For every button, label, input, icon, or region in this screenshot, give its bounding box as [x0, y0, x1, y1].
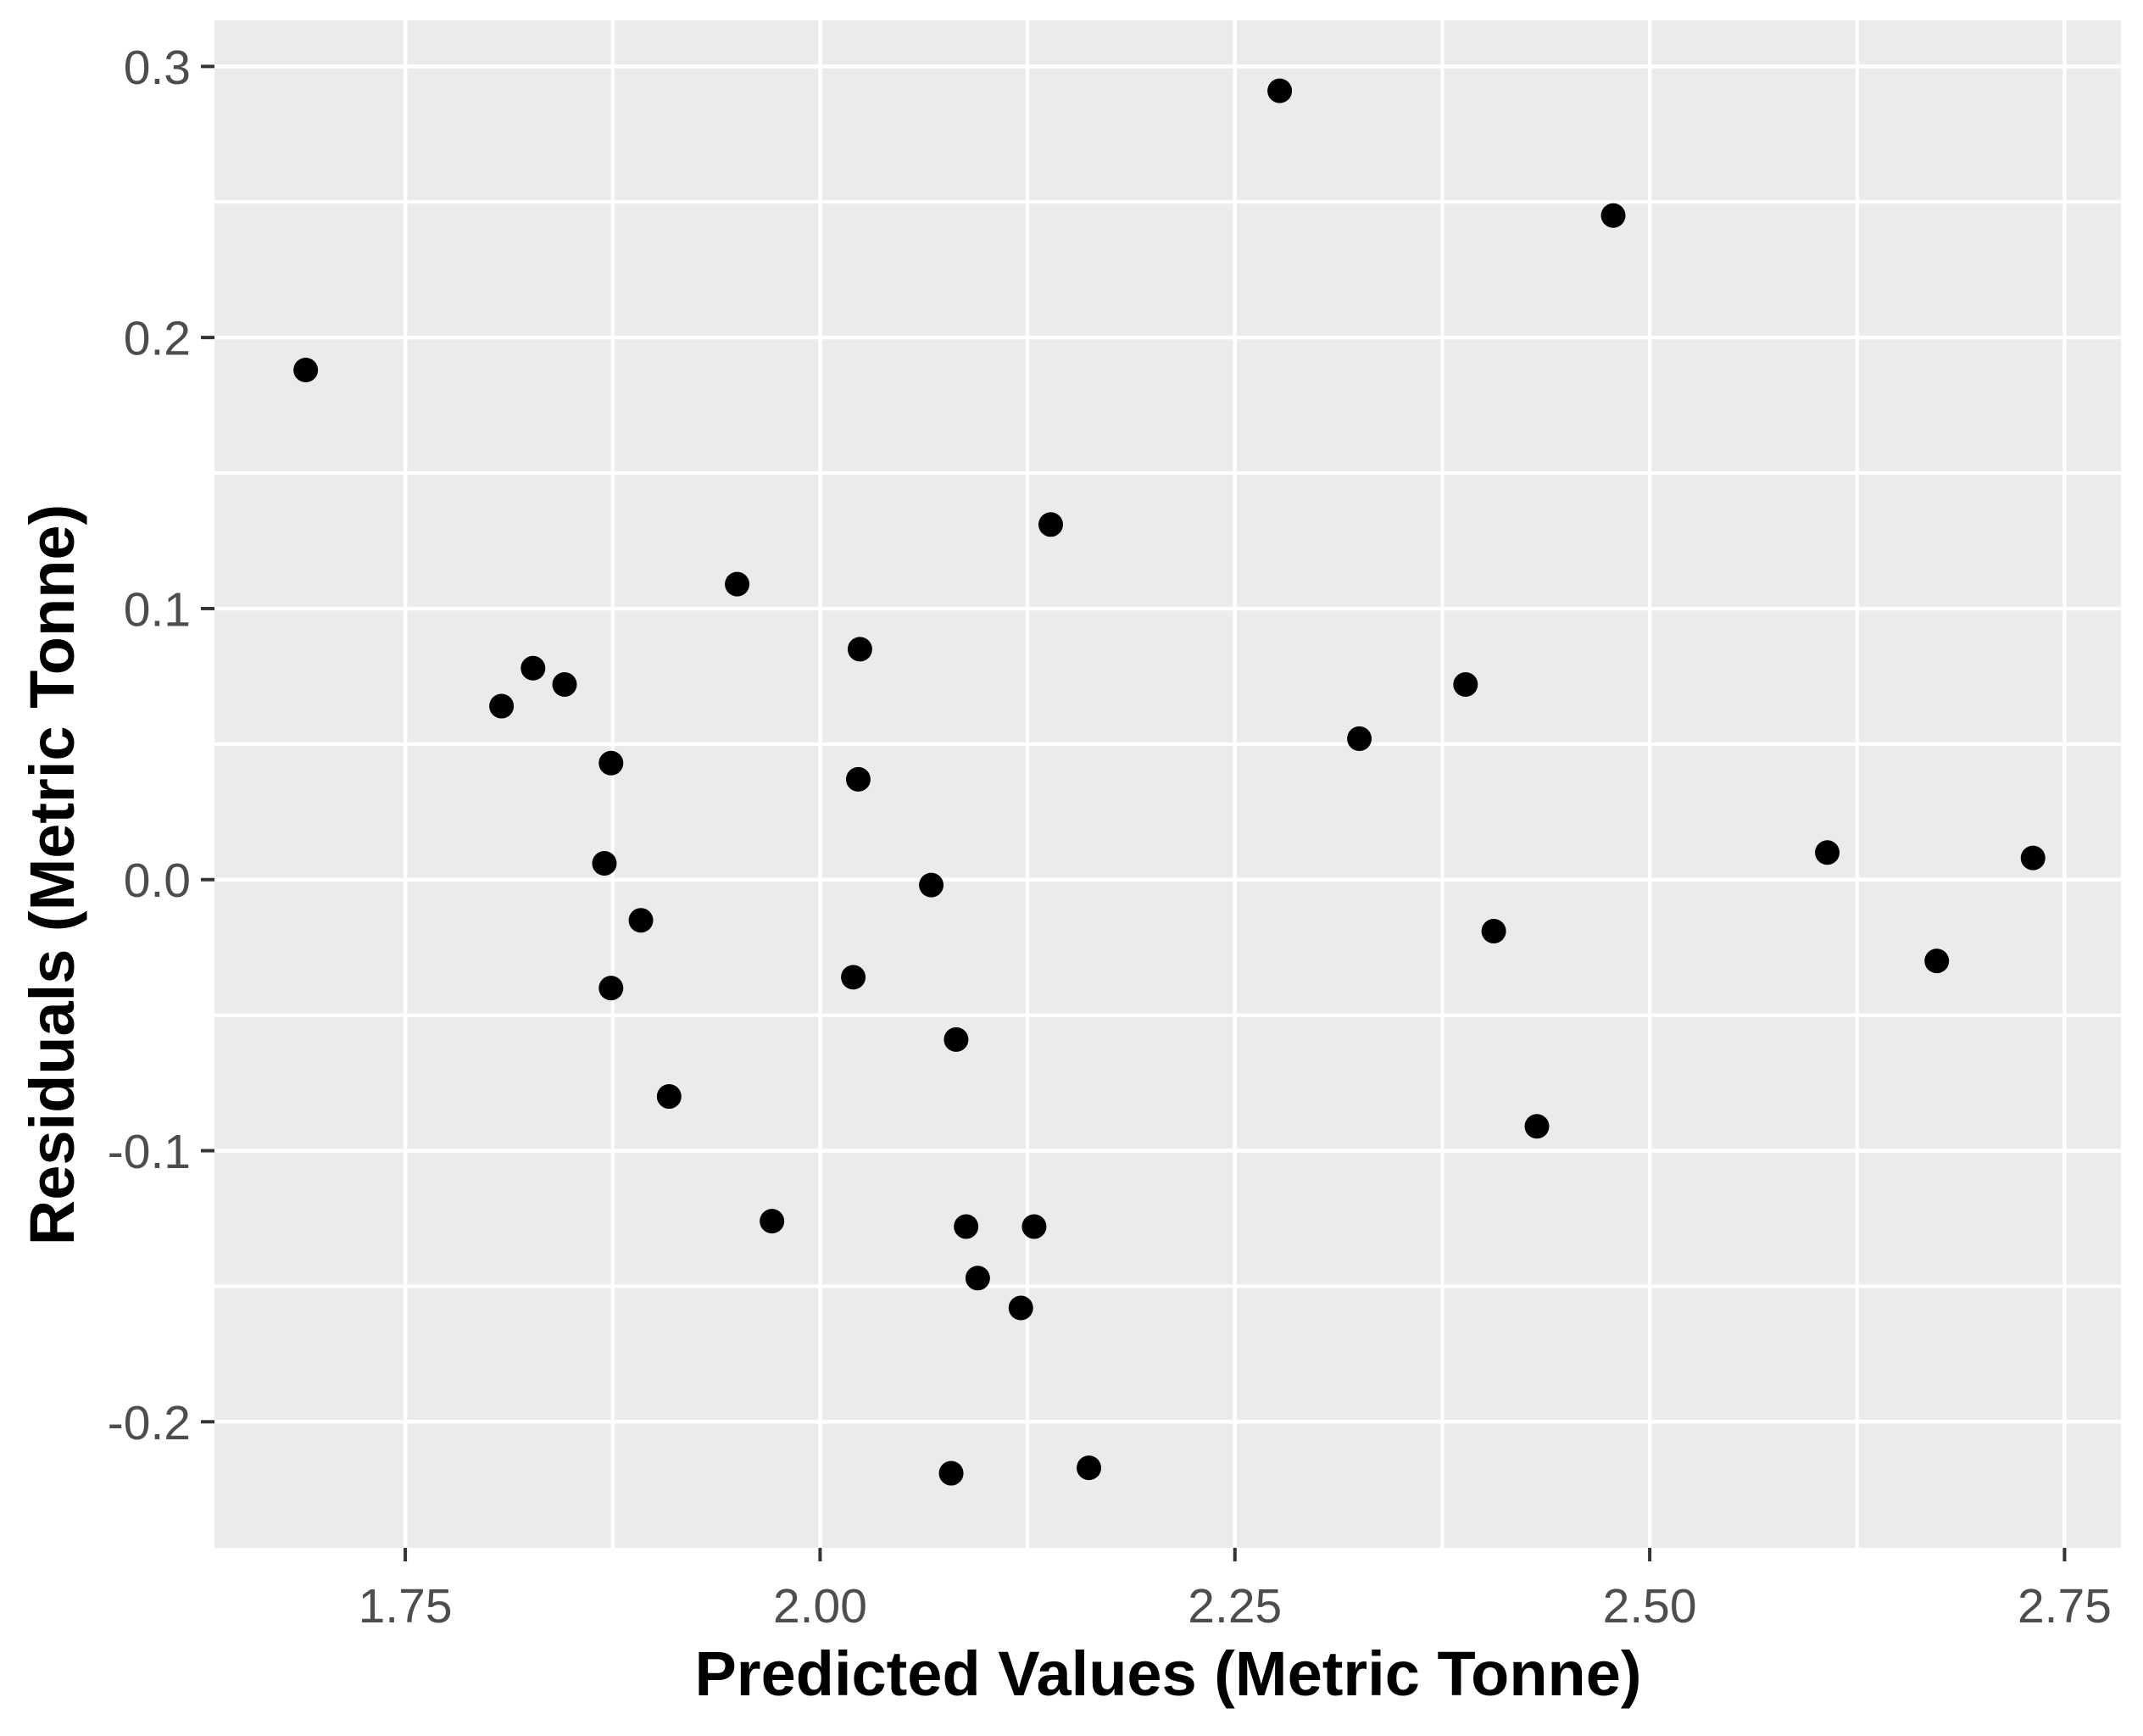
x-axis-tick-label: 2.00: [773, 1579, 867, 1633]
x-axis-tick-label: 2.25: [1188, 1579, 1282, 1633]
y-axis-tick-label: 0.2: [124, 312, 191, 366]
data-point: [1524, 1114, 1550, 1139]
data-point: [1481, 918, 1506, 943]
data-point: [1600, 203, 1626, 228]
y-axis-title: Residuals (Metric Tonne): [17, 504, 87, 1246]
data-point: [965, 1266, 990, 1291]
data-point: [1021, 1214, 1047, 1239]
y-axis-tick-label: 0.1: [124, 582, 191, 637]
data-point: [598, 976, 624, 1001]
data-point: [1924, 949, 1950, 974]
data-point: [1038, 512, 1064, 537]
data-point: [520, 655, 546, 681]
data-point: [489, 693, 515, 719]
data-point: [552, 671, 577, 697]
data-point: [592, 851, 617, 876]
data-point: [954, 1214, 979, 1239]
y-axis-tick-label: 0.0: [124, 854, 191, 908]
x-axis-tick-label: 2.75: [2018, 1579, 2112, 1633]
data-point: [628, 908, 654, 933]
y-axis-tick-label: -0.2: [108, 1396, 191, 1450]
data-point: [847, 637, 872, 662]
data-point: [725, 571, 750, 597]
data-point: [293, 358, 319, 383]
y-axis-tick-label: -0.1: [108, 1125, 191, 1179]
data-point: [938, 1461, 964, 1486]
data-point: [598, 750, 624, 776]
data-point: [845, 766, 871, 792]
x-axis-tick-label: 2.50: [1603, 1579, 1697, 1633]
data-point: [1267, 78, 1293, 103]
data-point: [2020, 845, 2046, 871]
data-point: [1453, 671, 1478, 697]
data-point: [1347, 726, 1372, 751]
data-point: [656, 1084, 682, 1110]
y-axis-tick-label: 0.3: [124, 41, 191, 95]
plot-panel: [214, 20, 2121, 1548]
data-point: [919, 872, 944, 898]
data-point: [841, 965, 866, 990]
x-axis-title: Predicted Values (Metric Tonne): [694, 1639, 1642, 1709]
data-point: [1077, 1455, 1102, 1481]
data-point: [1815, 840, 1840, 865]
data-point: [943, 1027, 969, 1052]
data-point: [760, 1209, 785, 1234]
x-axis-tick-label: 1.75: [359, 1579, 453, 1633]
data-point: [1008, 1295, 1033, 1321]
